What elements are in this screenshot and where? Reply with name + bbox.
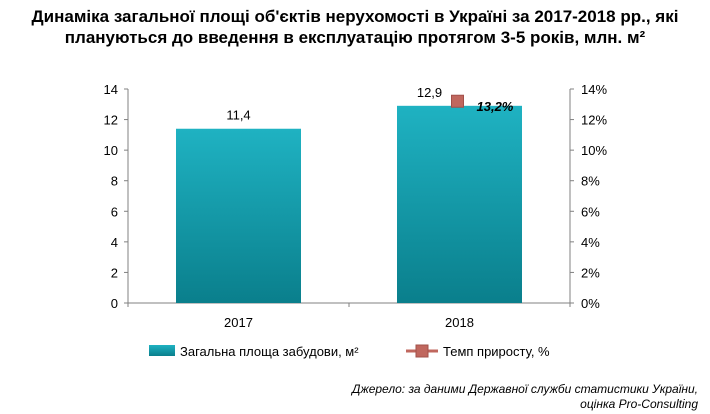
bar [176,128,301,303]
chart-title-line-1: Динаміка загальної площі об'єктів нерухо… [31,7,679,26]
bar-value-label: 11,4 [226,108,250,123]
legend-line-label: Темп приросту, % [443,344,550,359]
y-right-tick-label: 10% [581,143,607,158]
y-right-tick-label: 6% [581,204,600,219]
bar [397,105,522,303]
y-right-tick-label: 8% [581,174,600,189]
source-line-2: оцінка Pro-Consulting [580,397,698,411]
y-right-tick-label: 12% [581,113,607,128]
y-right-tick-label: 14% [581,82,607,97]
legend-line-marker [415,344,429,358]
source-note: Джерело: за даними Державної служби стат… [352,382,698,412]
x-tick-label: 2018 [445,315,474,330]
y-left-tick-label: 14 [104,82,118,97]
legend-bar-label: Загальна площа забудови, м² [180,344,359,359]
y-left-tick-label: 2 [111,265,118,280]
y-left-tick-label: 8 [111,174,118,189]
y-right-tick-label: 4% [581,235,600,250]
chart-title: Динаміка загальної площі об'єктів нерухо… [10,6,700,48]
chart-title-line-2: плануються до введення в експлуатацію пр… [64,28,646,47]
y-left-tick-label: 12 [104,113,118,128]
legend-bar-swatch [149,345,175,356]
bar-value-label: 12,9 [417,85,442,100]
y-right-tick-label: 2% [581,265,600,280]
y-left-tick-label: 6 [111,204,118,219]
y-left-tick-label: 10 [104,143,118,158]
source-line-1: Джерело: за даними Державної служби стат… [352,382,698,396]
growth-rate-point [451,94,464,108]
y-left-tick-label: 0 [111,296,118,311]
growth-rate-label: 13,2% [477,99,514,114]
y-left-tick-label: 4 [111,235,118,250]
y-right-tick-label: 0% [581,296,600,311]
x-tick-label: 2017 [224,315,253,330]
